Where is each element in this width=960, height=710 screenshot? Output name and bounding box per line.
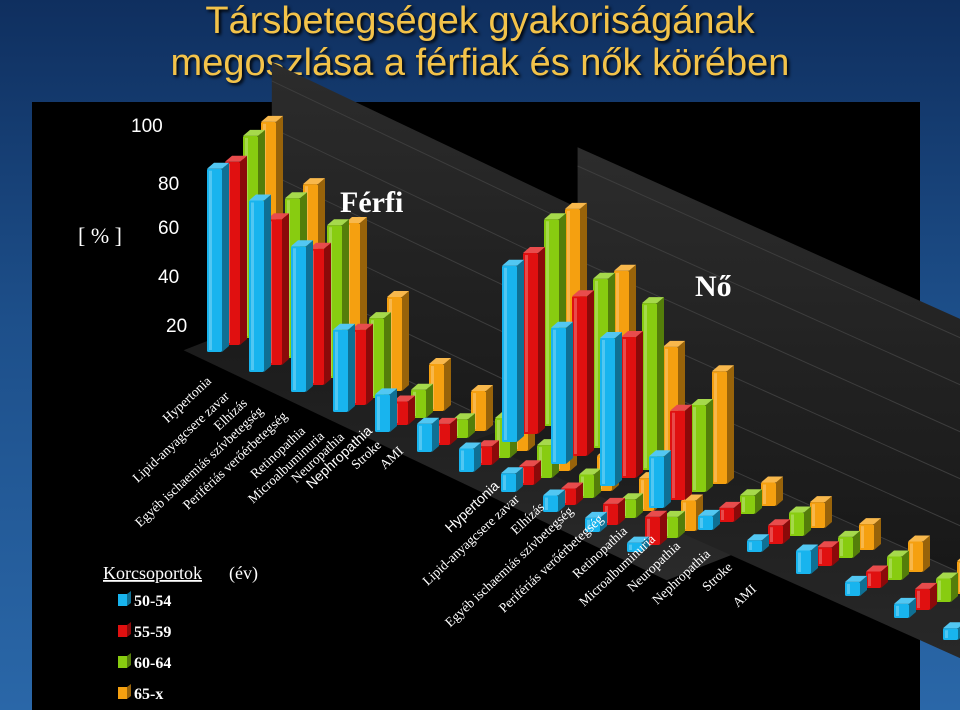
- bar-Nő-65-x-6: [810, 496, 832, 528]
- y-tick-label: 100: [131, 116, 163, 137]
- bar-Nő-60-64-5: [740, 489, 762, 514]
- y-tick-label: 40: [158, 267, 179, 288]
- bar-Nő-60-64-7: [838, 530, 860, 558]
- legend-item-55-59: 55-59: [118, 622, 171, 641]
- bar-Férfi-50-54-7: [459, 442, 481, 472]
- bar-Nő-55-59-5: [719, 501, 741, 522]
- legend-swatch: [118, 594, 127, 606]
- bar-Nő-60-64-6: [789, 506, 811, 536]
- bar-Nő-65-x-8: [908, 535, 930, 572]
- bar-Nő-50-54-1: [502, 259, 524, 442]
- slide-title-line-1: Társbetegségek gyakoriságának: [205, 0, 755, 42]
- legend-label: 65-x: [134, 686, 163, 703]
- bar-Férfi-50-54-8: [501, 467, 523, 492]
- legend-swatch: [118, 687, 127, 699]
- y-tick-label: 80: [158, 174, 179, 195]
- legend-swatch: [118, 656, 127, 668]
- legend-item-60-64: 60-64: [118, 653, 171, 672]
- bar-Nő-50-54-5: [698, 509, 720, 530]
- bar-Nő-55-59-4: [670, 404, 692, 500]
- bar-Nő-50-54-4: [649, 450, 671, 508]
- legend-item-65-x: 65-x: [118, 684, 163, 703]
- legend-title: Korcsoportok: [103, 563, 202, 583]
- bar-Nő-65-x-5: [761, 476, 783, 506]
- gridline: [577, 165, 960, 339]
- bar-Nő-50-54-8: [845, 575, 867, 596]
- y-tick-label: 20: [166, 316, 187, 337]
- legend-swatch: [118, 625, 127, 637]
- bar-Férfi-50-54-10: [585, 511, 607, 532]
- bar-Nő-55-59-8: [866, 565, 888, 588]
- bar-Férfi-50-54-2: [249, 194, 271, 372]
- bar-Nő-65-x-7: [859, 518, 881, 550]
- bar-Férfi-50-54-9: [543, 489, 565, 512]
- bar-Nő-55-59-3: [621, 331, 643, 478]
- bar-Férfi-50-54-5: [375, 388, 397, 432]
- bar-Nő-50-54-2: [551, 321, 573, 464]
- legend-item-50-54: 50-54: [118, 591, 171, 610]
- bar-Nő-50-54-9: [894, 597, 916, 618]
- y-unit-label: [ % ]: [78, 223, 122, 248]
- bar-Férfi-50-54-4: [333, 323, 355, 412]
- legend-subtitle: (év): [229, 563, 258, 584]
- bar-Nő-50-54-6: [747, 534, 769, 552]
- group-label-1: Férfi: [340, 186, 403, 219]
- bar-Nő-65-x-4: [712, 365, 734, 484]
- bar-Nő-50-54-3: [600, 331, 622, 486]
- bar-Nő-50-54-10: [943, 622, 960, 640]
- floor-2: [474, 401, 960, 659]
- bar-Férfi-50-54-6: [417, 417, 439, 452]
- gridline: [577, 259, 960, 433]
- y-tick-label: 60: [158, 218, 179, 239]
- back-wall-2: [577, 147, 960, 573]
- category-label: AMI: [730, 581, 760, 610]
- bar-Férfi-50-54-11: [627, 536, 649, 552]
- bar-Nő-60-64-9: [936, 572, 958, 602]
- legend-label: 55-59: [134, 624, 171, 641]
- bar-Férfi-50-54-3: [291, 240, 313, 392]
- bar-Férfi-50-54-1: [207, 162, 229, 352]
- gridline: [577, 212, 960, 386]
- bar-Nő-55-59-1: [523, 247, 545, 434]
- bar-Nő-60-64-8: [887, 550, 909, 580]
- legend-label: 60-64: [134, 655, 171, 672]
- bar-Nő-60-64-3: [642, 297, 664, 470]
- bar-Nő-55-59-9: [915, 582, 937, 610]
- group-label-2: Nő: [695, 270, 732, 303]
- bar-Nő-55-59-6: [768, 519, 790, 544]
- bar-Nő-55-59-7: [817, 541, 839, 566]
- slide-title: Társbetegségek gyakoriságának megoszlása…: [0, 0, 960, 84]
- legend-label: 50-54: [134, 593, 171, 610]
- bar-Nő-50-54-7: [796, 544, 818, 574]
- bar-Nő-60-64-4: [691, 399, 713, 492]
- bar-Nő-55-59-2: [572, 290, 594, 456]
